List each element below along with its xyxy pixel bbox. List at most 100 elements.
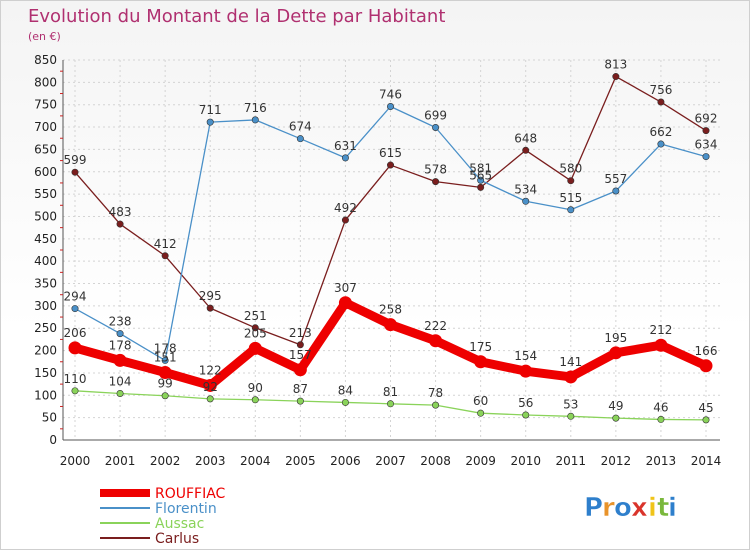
data-label-florentin: 294 bbox=[64, 290, 87, 304]
data-label-aussac: 60 bbox=[473, 394, 488, 408]
data-label-carlus: 412 bbox=[154, 237, 177, 251]
data-label-carlus: 599 bbox=[64, 153, 87, 167]
data-point-rouffiac bbox=[203, 378, 217, 392]
data-point-rouffiac bbox=[609, 346, 623, 360]
data-label-aussac: 56 bbox=[518, 396, 533, 410]
data-point-aussac bbox=[612, 414, 620, 422]
data-label-aussac: 110 bbox=[64, 372, 87, 386]
data-point-rouffiac bbox=[248, 341, 262, 355]
data-label-aussac: 104 bbox=[109, 375, 132, 389]
data-point-rouffiac bbox=[699, 359, 713, 373]
data-point-carlus bbox=[71, 168, 79, 176]
data-label-carlus: 756 bbox=[649, 83, 672, 97]
grid-lines bbox=[63, 59, 720, 441]
x-tick-label: 2012 bbox=[601, 454, 632, 468]
y-tick-labels: 0 50 100 150 200 250 300 350 400 450 500 550 600 650 7… bbox=[34, 53, 57, 447]
data-point-carlus bbox=[206, 304, 214, 312]
data-label-carlus: 648 bbox=[514, 131, 537, 145]
logo-letter: i bbox=[648, 493, 657, 523]
data-label-aussac: 99 bbox=[158, 377, 173, 391]
data-point-florentin bbox=[612, 187, 620, 195]
data-label-aussac: 81 bbox=[383, 385, 398, 399]
chart-subtitle: (en €) bbox=[28, 30, 61, 43]
data-label-florentin: 634 bbox=[695, 138, 718, 152]
x-tick-label: 2009 bbox=[465, 454, 496, 468]
x-tick-label: 2014 bbox=[691, 454, 722, 468]
data-label-florentin: 716 bbox=[244, 101, 267, 115]
y-tick-label: 650 bbox=[34, 142, 57, 156]
data-label-aussac: 49 bbox=[608, 399, 623, 413]
data-point-aussac bbox=[657, 415, 665, 423]
data-label-aussac: 84 bbox=[338, 383, 353, 397]
data-label-florentin: 534 bbox=[514, 182, 537, 196]
data-point-florentin bbox=[432, 124, 440, 132]
data-label-rouffiac: 141 bbox=[559, 355, 582, 369]
logo-letter: i bbox=[668, 493, 677, 523]
data-point-rouffiac bbox=[474, 355, 488, 369]
x-tick-label: 2013 bbox=[646, 454, 677, 468]
logo-letter: t bbox=[657, 493, 669, 523]
data-label-rouffiac: 258 bbox=[379, 303, 402, 317]
y-tick-label: 300 bbox=[34, 299, 57, 313]
axes bbox=[60, 60, 720, 441]
data-label-carlus: 251 bbox=[244, 309, 267, 323]
data-label-rouffiac: 206 bbox=[64, 326, 87, 340]
data-label-aussac: 78 bbox=[428, 386, 443, 400]
legend-label-rouffiac: ROUFFIAC bbox=[155, 486, 226, 502]
y-tick-label: 750 bbox=[34, 98, 57, 112]
y-tick-label: 50 bbox=[42, 411, 57, 425]
data-point-carlus bbox=[657, 98, 665, 106]
data-point-florentin bbox=[71, 305, 79, 313]
data-point-aussac bbox=[477, 409, 485, 417]
data-label-carlus: 565 bbox=[469, 168, 492, 182]
x-tick-label: 2000 bbox=[60, 454, 91, 468]
chart-title: Evolution du Montant de la Dette par Hab… bbox=[28, 6, 445, 27]
data-point-florentin bbox=[206, 118, 214, 126]
data-label-carlus: 213 bbox=[289, 326, 312, 340]
data-label-florentin: 557 bbox=[604, 172, 627, 186]
data-point-aussac bbox=[161, 392, 169, 400]
data-label-aussac: 53 bbox=[563, 397, 578, 411]
data-point-carlus bbox=[116, 220, 124, 228]
data-labels: 599 483 412 295 251 213 492 615 578 565 648 580 813 7… bbox=[64, 58, 718, 415]
data-point-rouffiac bbox=[384, 318, 397, 332]
data-point-carlus bbox=[702, 127, 710, 135]
y-tick-label: 200 bbox=[34, 344, 57, 358]
data-point-aussac bbox=[116, 390, 124, 398]
data-label-carlus: 578 bbox=[424, 163, 447, 177]
data-label-florentin: 581 bbox=[469, 161, 492, 175]
data-point-carlus bbox=[386, 161, 394, 169]
data-label-aussac: 90 bbox=[248, 381, 263, 395]
legend-label-florentin: Florentin bbox=[155, 501, 217, 517]
proxiti-logo: Pr o x i ti bbox=[584, 493, 678, 524]
data-point-carlus bbox=[251, 324, 259, 332]
data-label-carlus: 615 bbox=[379, 146, 402, 160]
data-label-rouffiac: 222 bbox=[424, 319, 447, 333]
data-label-florentin: 711 bbox=[199, 103, 222, 117]
data-label-rouffiac: 151 bbox=[154, 350, 177, 364]
data-label-aussac: 92 bbox=[203, 380, 218, 394]
y-tick-label: 450 bbox=[34, 232, 57, 246]
x-tick-label: 2004 bbox=[240, 454, 271, 468]
x-tick-label: 2010 bbox=[510, 454, 541, 468]
data-point-aussac bbox=[296, 397, 304, 405]
data-point-rouffiac bbox=[68, 341, 82, 355]
data-point-florentin bbox=[386, 102, 394, 110]
data-label-rouffiac: 154 bbox=[514, 349, 537, 363]
data-point-rouffiac bbox=[113, 353, 127, 367]
data-label-carlus: 580 bbox=[559, 162, 582, 176]
data-point-florentin bbox=[161, 356, 169, 364]
data-point-rouffiac bbox=[158, 365, 172, 379]
data-label-rouffiac: 195 bbox=[604, 331, 627, 345]
y-tick-label: 0 bbox=[49, 433, 57, 447]
data-point-rouffiac bbox=[654, 338, 668, 352]
x-tick-label: 2001 bbox=[105, 454, 136, 468]
data-point-aussac bbox=[522, 411, 530, 419]
x-tick-label: 2011 bbox=[556, 454, 587, 468]
x-tick-label: 2008 bbox=[420, 454, 451, 468]
data-label-florentin: 699 bbox=[424, 109, 447, 123]
legend-label-aussac: Aussac bbox=[155, 516, 204, 532]
data-label-rouffiac: 205 bbox=[244, 326, 267, 340]
y-tick-label: 150 bbox=[34, 366, 57, 380]
